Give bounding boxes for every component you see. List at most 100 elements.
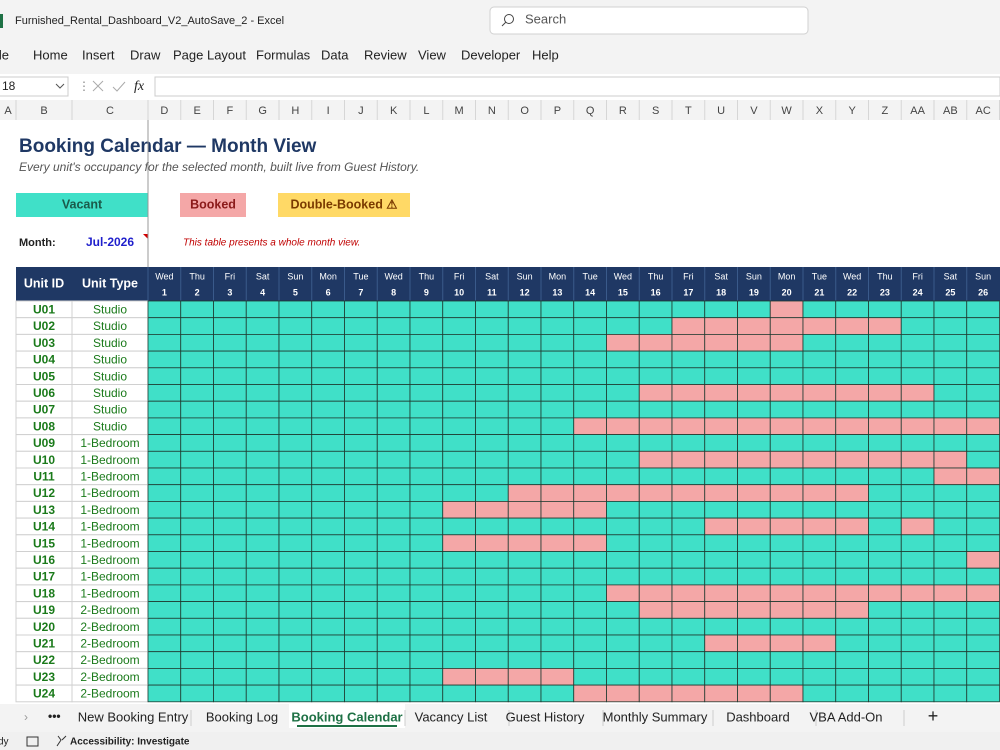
sheet-tab[interactable]: Booking Log [206, 709, 278, 724]
name-box[interactable] [0, 76, 69, 97]
vacant-cell [147, 634, 182, 653]
sheet-title: Booking Calendar — Month View [19, 136, 317, 157]
vacant-cell [180, 467, 214, 486]
column-header[interactable]: Z [882, 105, 889, 117]
booked-cell [835, 450, 869, 469]
booked-cell [671, 684, 706, 703]
column-header[interactable]: Y [848, 105, 856, 117]
column-header[interactable]: G [258, 105, 267, 117]
menu-item[interactable]: Review [364, 47, 407, 62]
vacant-cell [376, 500, 411, 519]
formula-input[interactable] [154, 76, 1000, 97]
menu-item[interactable]: Page Layout [173, 47, 246, 62]
weekday: Sat [714, 271, 728, 281]
column-header[interactable]: H [291, 105, 299, 117]
vacant-cell [606, 384, 640, 402]
vacant-cell [442, 467, 476, 486]
vacant-cell [540, 333, 575, 352]
vacant-cell [737, 300, 771, 319]
vacant-cell [507, 634, 542, 653]
vacant-cell [540, 384, 575, 402]
vacant-cell [147, 317, 182, 335]
vacant-cell [344, 434, 378, 452]
vacant-cell [442, 617, 476, 636]
sheet-tab[interactable]: Booking Calendar [291, 709, 402, 724]
vacant-cell [540, 450, 575, 469]
sheet-tab[interactable]: Monthly Summary [603, 709, 708, 724]
sheet-tab[interactable]: Vacancy List [415, 709, 488, 724]
column-header[interactable]: AC [975, 105, 990, 117]
column-header[interactable]: T [685, 105, 692, 117]
tab-more[interactable]: ••• [48, 709, 61, 723]
search-box[interactable] [489, 6, 809, 35]
vacant-cell [278, 617, 313, 636]
column-header[interactable]: P [554, 105, 561, 117]
vacant-cell [245, 617, 280, 636]
column-header[interactable]: I [327, 105, 330, 117]
column-header[interactable]: E [193, 105, 200, 117]
column-header[interactable]: L [423, 105, 429, 117]
column-header[interactable]: Q [586, 105, 595, 117]
vacant-cell [933, 634, 968, 653]
vacant-cell [442, 350, 476, 369]
column-header[interactable]: S [652, 105, 659, 117]
column-header[interactable]: D [160, 105, 168, 117]
unit-id: U06 [33, 386, 55, 400]
vacant-cell [900, 634, 935, 653]
vacant-cell [900, 500, 935, 519]
menu-item[interactable]: Developer [461, 47, 521, 62]
column-header[interactable]: AB [943, 105, 958, 117]
menu-item[interactable]: Draw [130, 47, 161, 62]
menu-item[interactable]: View [418, 47, 447, 62]
sheet-tab[interactable]: Dashboard [726, 709, 790, 724]
column-header[interactable]: V [750, 105, 758, 117]
vacant-cell [802, 551, 837, 569]
vacant-cell [376, 584, 411, 603]
accessibility-status[interactable]: Accessibility: Investigate [70, 737, 190, 748]
column-header[interactable]: M [455, 105, 464, 117]
column-header[interactable]: N [488, 105, 496, 117]
column-header[interactable]: B [40, 105, 47, 117]
column-header[interactable]: U [717, 105, 725, 117]
tab-scroll-right[interactable]: › [24, 710, 28, 724]
column-header[interactable]: O [520, 105, 529, 117]
column-header[interactable]: AA [910, 105, 925, 117]
menu-item[interactable]: Home [33, 47, 68, 62]
column-header[interactable]: X [816, 105, 824, 117]
vacant-cell [147, 584, 182, 603]
vacant-cell [213, 551, 247, 569]
column-header[interactable]: J [358, 105, 364, 117]
menu-item[interactable]: Help [532, 47, 559, 62]
menu-item[interactable]: ile [0, 47, 9, 62]
vacant-cell [147, 484, 182, 502]
column-header[interactable]: R [619, 105, 627, 117]
vacant-cell [737, 367, 771, 385]
fx-button[interactable]: fx [134, 79, 145, 94]
sheet-tab[interactable]: New Booking Entry [78, 709, 189, 724]
vacant-cell [900, 467, 935, 486]
menu-item[interactable]: Data [321, 47, 349, 62]
column-header[interactable]: F [227, 105, 234, 117]
vacant-cell [442, 417, 476, 435]
vacant-cell [900, 651, 935, 669]
vacant-cell [540, 400, 575, 419]
booked-cell [671, 417, 706, 435]
column-header[interactable]: K [390, 105, 398, 117]
booked-cell [704, 684, 738, 703]
add-sheet[interactable]: + [928, 706, 939, 726]
vacant-cell [278, 668, 313, 686]
menu-item[interactable]: Formulas [256, 47, 311, 62]
column-header[interactable]: C [106, 105, 114, 117]
month-value[interactable]: Jul-2026 [86, 235, 134, 249]
vacant-cell [835, 567, 869, 586]
day-number: 3 [227, 287, 232, 297]
menu-item[interactable]: Insert [82, 47, 115, 62]
day-number: 2 [195, 287, 200, 297]
column-header[interactable]: A [4, 105, 12, 117]
vacant-cell [737, 534, 771, 552]
sheet-tab[interactable]: VBA Add-On [810, 709, 883, 724]
column-header[interactable]: W [781, 105, 792, 117]
vacant-cell [213, 634, 247, 653]
sheet-tab[interactable]: Guest History [506, 709, 585, 724]
vacant-cell [507, 417, 542, 435]
